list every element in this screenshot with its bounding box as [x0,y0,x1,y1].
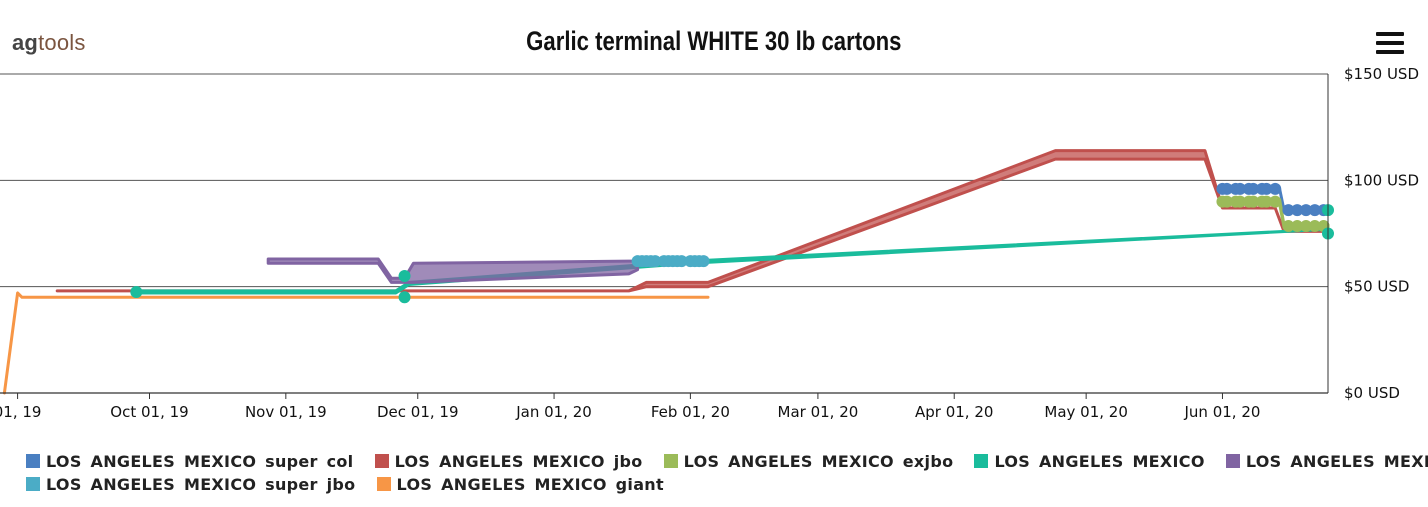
data-point [398,270,411,283]
legend-swatch [376,477,391,491]
axes: $0 USD $50 USD $100 USD $150 USD 01, 19 Oct 0… [0,65,1419,421]
x-tick-label: Dec 01, 19 [377,403,459,421]
x-tick-label: Apr 01, 20 [915,403,993,421]
legend-label: LOS ANGELES MEXICO giant [396,475,664,494]
legend-item-jbo[interactable]: LOS ANGELES MEXICO jbo [374,452,643,471]
legend-label: LOS ANGELES MEXICO exjbo [683,452,954,471]
legend-swatch [974,454,989,468]
data-point [1234,195,1247,208]
y-tick-label: $150 USD [1344,65,1419,83]
data-point [1282,204,1295,217]
legend-label: LOS ANGELES MEXICO [994,452,1205,471]
legend-swatch [1225,454,1240,468]
logo-ag: ag [12,30,39,55]
legend-item-super-col[interactable]: LOS ANGELES MEXICO super col [26,452,353,471]
x-tick-label: Nov 01, 19 [245,403,327,421]
legend-swatch [26,454,40,468]
legend-item-exjbo[interactable]: LOS ANGELES MEXICO exjbo [663,452,954,471]
logo-tools: tools [38,30,86,55]
legend-item-super-jbo[interactable]: LOS ANGELES MEXICO super jbo [26,475,355,494]
data-point [1260,195,1273,208]
data-point [1291,204,1304,217]
y-tick-label: $50 USD [1344,278,1409,296]
data-point [1300,204,1313,217]
x-tick-label: Oct 01, 19 [110,403,188,421]
x-tick-label: Feb 01, 20 [651,403,730,421]
legend-swatch [663,454,678,468]
legend-label: LOS ANGELES MEXICO super jbo [46,475,356,494]
series-band-1 [55,149,1330,293]
data-point [1269,182,1282,195]
y-tick-label: $100 USD [1344,171,1419,189]
data-point [1269,195,1282,208]
data-point [649,255,662,268]
data-point [675,255,688,268]
chart-title: Garlic terminal WHITE 30 lb cartons [526,26,902,56]
data-point [1308,220,1321,233]
x-tick-label: 01, 19 [0,403,41,421]
hamburger-menu-icon[interactable] [1376,30,1404,56]
agtools-logo[interactable]: agtools [12,30,86,56]
x-tick-label: Mar 01, 20 [778,403,859,421]
legend-label: LOS ANGELES MEXICO super col [46,452,354,471]
series-band-4 [266,257,640,284]
legend-swatch [26,477,40,491]
legend-label: LOS ANGELES MEXICO jbo [394,452,643,471]
legend-item-giant[interactable]: LOS ANGELES MEXICO giant [376,475,664,494]
x-tick-label: Jun 01, 20 [1184,403,1261,421]
series-band-3 [134,227,1330,295]
legend-row-2: LOS ANGELES MEXICO super jbo LOS ANGELES… [26,475,1426,498]
legend-swatch [374,454,389,468]
data-point [398,291,411,304]
gridlines [0,73,1328,394]
data-point [1234,182,1247,195]
legend-label: LOS ANGELES MEXICO col [1245,452,1428,471]
series-layer [2,149,1334,395]
data-point [1247,195,1260,208]
x-tick-label: Jan 01, 20 [515,403,592,421]
legend: LOS ANGELES MEXICO super col LOS ANGELES… [26,452,1428,498]
data-point [1220,182,1233,195]
data-point [1220,195,1233,208]
data-point [1308,204,1321,217]
price-chart: $0 USD $50 USD $100 USD $150 USD 01, 19 Oct 0… [0,65,1419,421]
series-band-6 [2,291,710,395]
data-point [1247,182,1260,195]
data-point [1282,220,1295,233]
data-point [1300,220,1313,233]
legend-item-plain[interactable]: LOS ANGELES MEXICO [974,452,1204,471]
y-tick-label: $0 USD [1344,384,1400,402]
data-point [1291,220,1304,233]
legend-item-col[interactable]: LOS ANGELES MEXICO col [1225,452,1428,471]
legend-row-1: LOS ANGELES MEXICO super col LOS ANGELES… [26,452,1428,475]
data-point [1260,182,1273,195]
x-tick-label: May 01, 20 [1044,403,1128,421]
data-point [130,285,143,298]
data-point [697,255,710,268]
